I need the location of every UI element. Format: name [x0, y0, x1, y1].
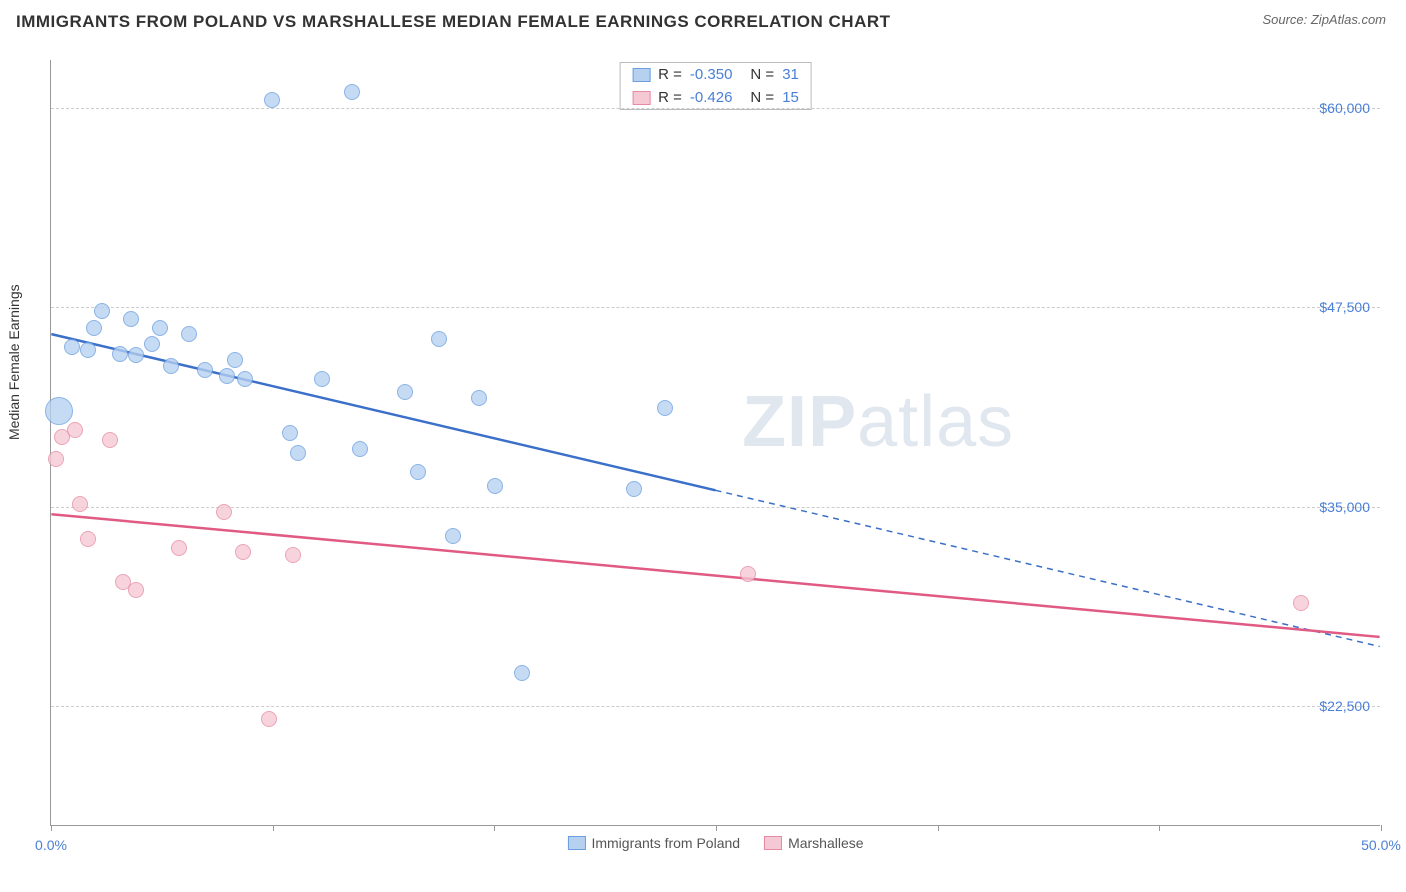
legend-r-label: R =	[658, 89, 682, 106]
x-tick	[273, 825, 274, 831]
source-label: Source: ZipAtlas.com	[1262, 12, 1386, 27]
data-point	[227, 352, 243, 368]
legend-swatch	[632, 91, 650, 105]
data-point	[285, 547, 301, 563]
series-legend: Immigrants from Poland Marshallese	[567, 835, 863, 851]
data-point	[144, 336, 160, 352]
data-point	[94, 303, 110, 319]
legend-swatch	[764, 836, 782, 850]
data-point	[431, 331, 447, 347]
legend-r-value: -0.426	[690, 89, 733, 106]
legend-row: R = -0.426 N = 15	[620, 86, 811, 109]
data-point	[181, 326, 197, 342]
data-point	[171, 540, 187, 556]
grid-line	[51, 108, 1380, 109]
data-point	[72, 496, 88, 512]
data-point	[152, 320, 168, 336]
data-point	[352, 441, 368, 457]
data-point	[740, 566, 756, 582]
data-point	[410, 464, 426, 480]
data-point	[102, 432, 118, 448]
y-tick-label: $60,000	[1319, 100, 1370, 116]
x-tick-label: 0.0%	[35, 837, 67, 853]
data-point	[290, 445, 306, 461]
data-point	[264, 92, 280, 108]
data-point	[45, 397, 73, 425]
chart-title: IMMIGRANTS FROM POLAND VS MARSHALLESE ME…	[16, 12, 891, 32]
data-point	[64, 339, 80, 355]
data-point	[48, 451, 64, 467]
y-tick-label: $22,500	[1319, 698, 1370, 714]
series-legend-item: Marshallese	[764, 835, 863, 851]
data-point	[219, 368, 235, 384]
data-point	[657, 400, 673, 416]
x-tick	[938, 825, 939, 831]
data-point	[237, 371, 253, 387]
data-point	[445, 528, 461, 544]
data-point	[67, 422, 83, 438]
data-point	[1293, 595, 1309, 611]
data-point	[471, 390, 487, 406]
scatter-chart: ZIPatlas R = -0.350 N = 31 R = -0.426 N = 1…	[50, 60, 1380, 826]
data-point	[261, 711, 277, 727]
data-point	[514, 665, 530, 681]
data-point	[128, 582, 144, 598]
legend-swatch	[632, 68, 650, 82]
data-point	[197, 362, 213, 378]
legend-row: R = -0.350 N = 31	[620, 63, 811, 86]
data-point	[163, 358, 179, 374]
data-point	[314, 371, 330, 387]
x-tick	[494, 825, 495, 831]
legend-n-label: N =	[750, 89, 774, 106]
x-tick	[716, 825, 717, 831]
y-tick-label: $47,500	[1319, 299, 1370, 315]
data-point	[86, 320, 102, 336]
x-tick	[51, 825, 52, 831]
data-point	[397, 384, 413, 400]
data-point	[80, 342, 96, 358]
legend-swatch	[567, 836, 585, 850]
data-point	[123, 311, 139, 327]
series-legend-label: Marshallese	[788, 835, 863, 851]
legend-n-label: N =	[750, 66, 774, 83]
legend-r-label: R =	[658, 66, 682, 83]
y-tick-label: $35,000	[1319, 499, 1370, 515]
trend-lines	[51, 60, 1380, 825]
data-point	[487, 478, 503, 494]
data-point	[344, 84, 360, 100]
x-tick	[1159, 825, 1160, 831]
y-axis-label: Median Female Earnings	[6, 284, 22, 440]
data-point	[626, 481, 642, 497]
data-point	[128, 347, 144, 363]
data-point	[80, 531, 96, 547]
grid-line	[51, 307, 1380, 308]
correlation-legend: R = -0.350 N = 31 R = -0.426 N = 15	[619, 62, 812, 110]
watermark: ZIPatlas	[742, 381, 1014, 463]
data-point	[216, 504, 232, 520]
grid-line	[51, 706, 1380, 707]
legend-n-value: 15	[782, 89, 799, 106]
series-legend-label: Immigrants from Poland	[591, 835, 740, 851]
data-point	[235, 544, 251, 560]
x-tick-label: 50.0%	[1361, 837, 1401, 853]
series-legend-item: Immigrants from Poland	[567, 835, 740, 851]
legend-n-value: 31	[782, 66, 799, 83]
x-tick	[1381, 825, 1382, 831]
legend-r-value: -0.350	[690, 66, 733, 83]
data-point	[112, 346, 128, 362]
data-point	[282, 425, 298, 441]
chart-header: IMMIGRANTS FROM POLAND VS MARSHALLESE ME…	[0, 0, 1406, 38]
grid-line	[51, 507, 1380, 508]
